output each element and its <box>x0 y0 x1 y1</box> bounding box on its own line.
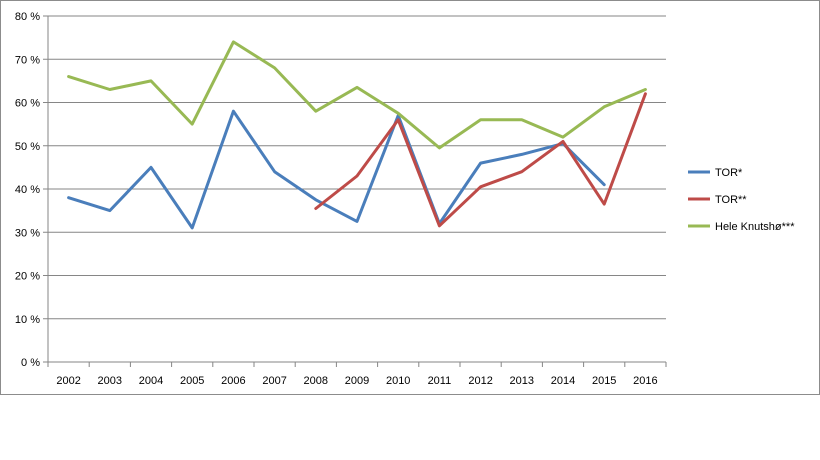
y-tick-label: 30 % <box>15 227 40 239</box>
x-tick-label: 2009 <box>345 375 369 387</box>
chart-frame: 0 % 10 % 20 % 30 % 40 % 50 % 60 % 70 % 80 % 2002… <box>0 0 820 395</box>
series-lines <box>67 40 647 230</box>
x-tick-label: 2013 <box>510 375 534 387</box>
legend-label-tor: TOR* <box>715 167 743 179</box>
x-tick-label: 2008 <box>304 375 328 387</box>
x-tick-label: 2014 <box>551 375 575 387</box>
x-tick-label: 2016 <box>633 375 657 387</box>
legend-label-hele-knutsh: Hele Knutshø*** <box>715 221 795 233</box>
y-tick-label: 80 % <box>15 11 40 23</box>
legend-label-tor: TOR** <box>715 194 747 206</box>
gridlines <box>48 15 666 320</box>
x-tick-label: 2007 <box>262 375 286 387</box>
x-tick-label: 2004 <box>139 375 163 387</box>
x-tick-label: 2011 <box>428 375 452 387</box>
y-tick-label: 50 % <box>15 141 40 153</box>
x-tick-label: 2015 <box>592 375 616 387</box>
series-line-tor <box>314 92 647 228</box>
x-tick-label: 2006 <box>221 375 245 387</box>
x-tick-label: 2005 <box>180 375 204 387</box>
axes <box>43 15 667 367</box>
x-tick-label: 2003 <box>98 375 122 387</box>
y-tick-label: 70 % <box>15 54 40 66</box>
y-tick-label: 20 % <box>15 271 40 283</box>
y-tick-label: 60 % <box>15 98 40 110</box>
x-tick-label: 2012 <box>468 375 492 387</box>
x-tick-label: 2010 <box>386 375 410 387</box>
line-chart: 0 % 10 % 20 % 30 % 40 % 50 % 60 % 70 % 80 % 2002… <box>15 11 795 387</box>
y-tick-label: 40 % <box>15 184 40 196</box>
legend: TOR* TOR** Hele Knutshø*** <box>688 167 795 233</box>
series-line-tor <box>67 109 606 230</box>
y-tick-label: 10 % <box>15 314 40 326</box>
y-tick-label: 0 % <box>21 357 40 369</box>
y-axis-tick-labels: 0 % 10 % 20 % 30 % 40 % 50 % 60 % 70 % 80 % <box>15 11 40 369</box>
x-tick-label: 2002 <box>56 375 80 387</box>
x-axis-tick-labels: 2002 2003 2004 2005 2006 2007 2008 2009 2010 2011… <box>56 375 657 387</box>
series-line-hele-knutsh <box>67 40 647 150</box>
